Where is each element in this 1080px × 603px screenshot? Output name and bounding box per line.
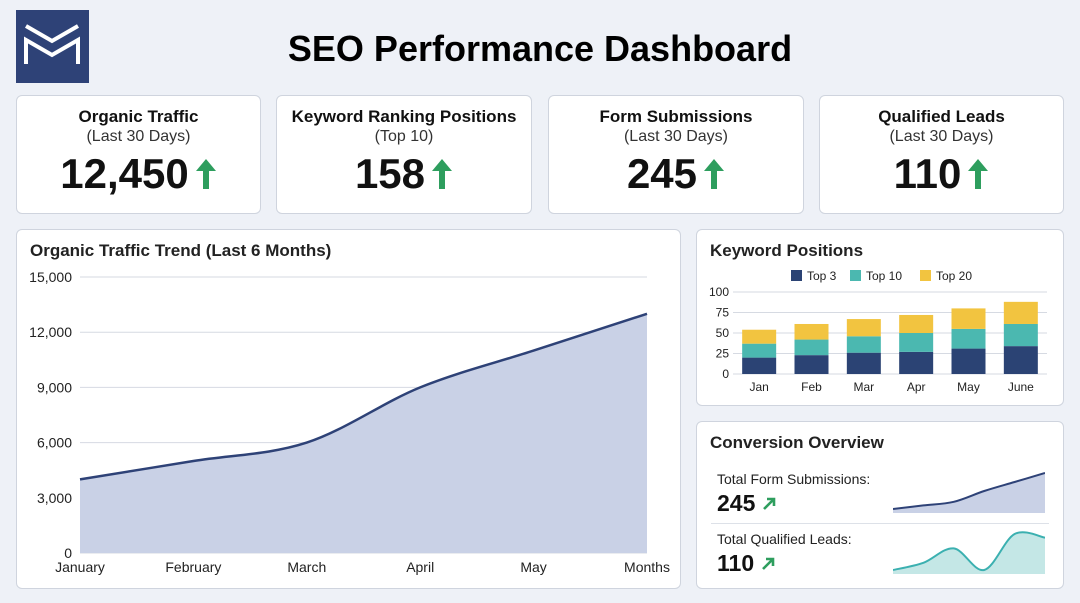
- kpi-title: Keyword Ranking Positions: [291, 107, 517, 126]
- bar-segment-top-10: [846, 336, 881, 353]
- conversion-overview-panel: Conversion Overview Total Form Submissio…: [696, 421, 1064, 589]
- bar-segment-top-10: [899, 333, 934, 352]
- y-tick-label: 100: [709, 285, 729, 299]
- x-tick-label: April: [406, 559, 434, 575]
- panel-title: Conversion Overview: [710, 433, 884, 452]
- legend-swatch: [920, 270, 931, 281]
- form-submissions-value: 245: [717, 490, 756, 516]
- up-arrow-icon: [195, 159, 216, 189]
- y-tick-label: 3,000: [37, 490, 72, 506]
- legend-label: Top 20: [936, 269, 972, 283]
- bar-segment-top-3: [951, 348, 986, 374]
- kpi-subtitle: (Last 30 Days): [623, 128, 729, 145]
- y-tick-label: 0: [64, 545, 72, 561]
- kpi-title: Qualified Leads: [878, 107, 1005, 126]
- traffic-trend-panel: Organic Traffic Trend (Last 6 Months) 0 3…: [16, 229, 681, 589]
- bar-segment-top-20: [1003, 301, 1038, 324]
- bar-segment-top-20: [951, 308, 986, 329]
- kpi-value: 158: [354, 150, 426, 197]
- x-tick-label: June: [1008, 380, 1034, 394]
- qualified-leads-sparkline: [893, 531, 1045, 574]
- y-tick-label: 12,000: [29, 324, 72, 340]
- x-tick-label: January: [55, 559, 105, 575]
- kpi-subtitle: (Last 30 Days): [86, 128, 191, 145]
- kpi-card-qualified-leads: Qualified Leads (Last 30 Days) 110: [819, 95, 1064, 214]
- bar-segment-top-20: [794, 323, 829, 340]
- m-logo-icon: [24, 24, 80, 64]
- x-tick-label: May: [957, 380, 980, 394]
- legend-swatch: [850, 270, 861, 281]
- bar-segment-top-3: [1003, 346, 1038, 374]
- brand-logo: [16, 10, 89, 83]
- x-tick-label: Months: [624, 559, 670, 575]
- x-tick-label: March: [287, 559, 326, 575]
- divider: [711, 523, 1049, 524]
- bar-segment-top-20: [742, 329, 777, 344]
- panel-title: Keyword Positions: [710, 241, 864, 260]
- sparkline-area: [893, 473, 1045, 513]
- bar-segment-top-20: [899, 314, 934, 333]
- kpi-card-organic-traffic: Organic Traffic (Last 30 Days) 12,450: [16, 95, 261, 214]
- up-arrow-icon: [968, 159, 989, 189]
- up-arrow-icon: [704, 159, 725, 189]
- kpi-value: 12,450: [60, 150, 189, 197]
- keyword-positions-panel: Keyword Positions 0 25 50 75 100 Jan Feb Mar Apr…: [696, 229, 1064, 406]
- kpi-title: Organic Traffic: [78, 107, 199, 126]
- y-tick-label: 25: [716, 347, 730, 361]
- bar-segment-top-3: [846, 352, 881, 374]
- x-tick-label: Mar: [853, 380, 874, 394]
- y-tick-label: 6,000: [37, 435, 72, 451]
- bar-segment-top-3: [899, 351, 934, 374]
- x-tick-label: Jan: [749, 380, 768, 394]
- x-tick-label: Apr: [907, 380, 926, 394]
- y-tick-label: 9,000: [37, 379, 72, 395]
- trend-up-arrow-icon: [763, 497, 776, 510]
- kpi-value: 110: [893, 150, 962, 197]
- y-tick-label: 0: [722, 367, 729, 381]
- y-tick-label: 50: [716, 326, 730, 340]
- bar-segment-top-3: [794, 355, 829, 374]
- legend-swatch: [791, 270, 802, 281]
- sparkline-line: [893, 531, 1045, 572]
- trend-up-arrow-icon: [762, 557, 775, 570]
- kpi-card-form-submissions: Form Submissions (Last 30 Days) 245: [548, 95, 804, 214]
- bar-segment-top-20: [846, 319, 881, 337]
- sparkline-line: [893, 472, 1045, 510]
- kpi-subtitle: (Last 30 Days): [889, 128, 994, 145]
- kpi-subtitle: (Top 10): [374, 128, 434, 145]
- y-tick-label: 75: [716, 306, 730, 320]
- bar-segment-top-10: [951, 328, 986, 349]
- x-tick-label: May: [520, 559, 546, 575]
- up-arrow-icon: [432, 159, 453, 189]
- kpi-title: Form Submissions: [599, 107, 753, 126]
- kpi-value: 245: [626, 150, 698, 197]
- sparkline-area: [893, 532, 1045, 574]
- bar-segment-top-10: [1003, 323, 1038, 347]
- x-tick-label: Feb: [801, 380, 822, 394]
- qualified-leads-label: Total Qualified Leads:: [717, 531, 852, 547]
- legend-label: Top 10: [866, 269, 902, 283]
- form-submissions-sparkline: [893, 472, 1045, 513]
- qualified-leads-value: 110: [717, 550, 755, 576]
- keyword-positions-chart: 0 25 50 75 100 Jan Feb Mar Apr May June Top 3 Top 10…: [709, 269, 1047, 394]
- traffic-area: [80, 313, 647, 553]
- y-tick-label: 15,000: [29, 269, 72, 285]
- traffic-line: [79, 312, 648, 481]
- bar-segment-top-3: [742, 357, 777, 374]
- bar-segment-top-10: [742, 343, 777, 358]
- form-submissions-label: Total Form Submissions:: [717, 471, 871, 487]
- kpi-card-keyword-ranking: Keyword Ranking Positions (Top 10) 158: [276, 95, 532, 214]
- panel-title: Organic Traffic Trend (Last 6 Months): [30, 241, 332, 260]
- page-title: SEO Performance Dashboard: [287, 28, 793, 69]
- traffic-trend-chart: 0 3,000 6,000 9,000 12,000 15,000 January Febru…: [29, 269, 670, 575]
- bar-segment-top-10: [794, 339, 829, 356]
- x-tick-label: February: [165, 559, 221, 575]
- legend-label: Top 3: [807, 269, 837, 283]
